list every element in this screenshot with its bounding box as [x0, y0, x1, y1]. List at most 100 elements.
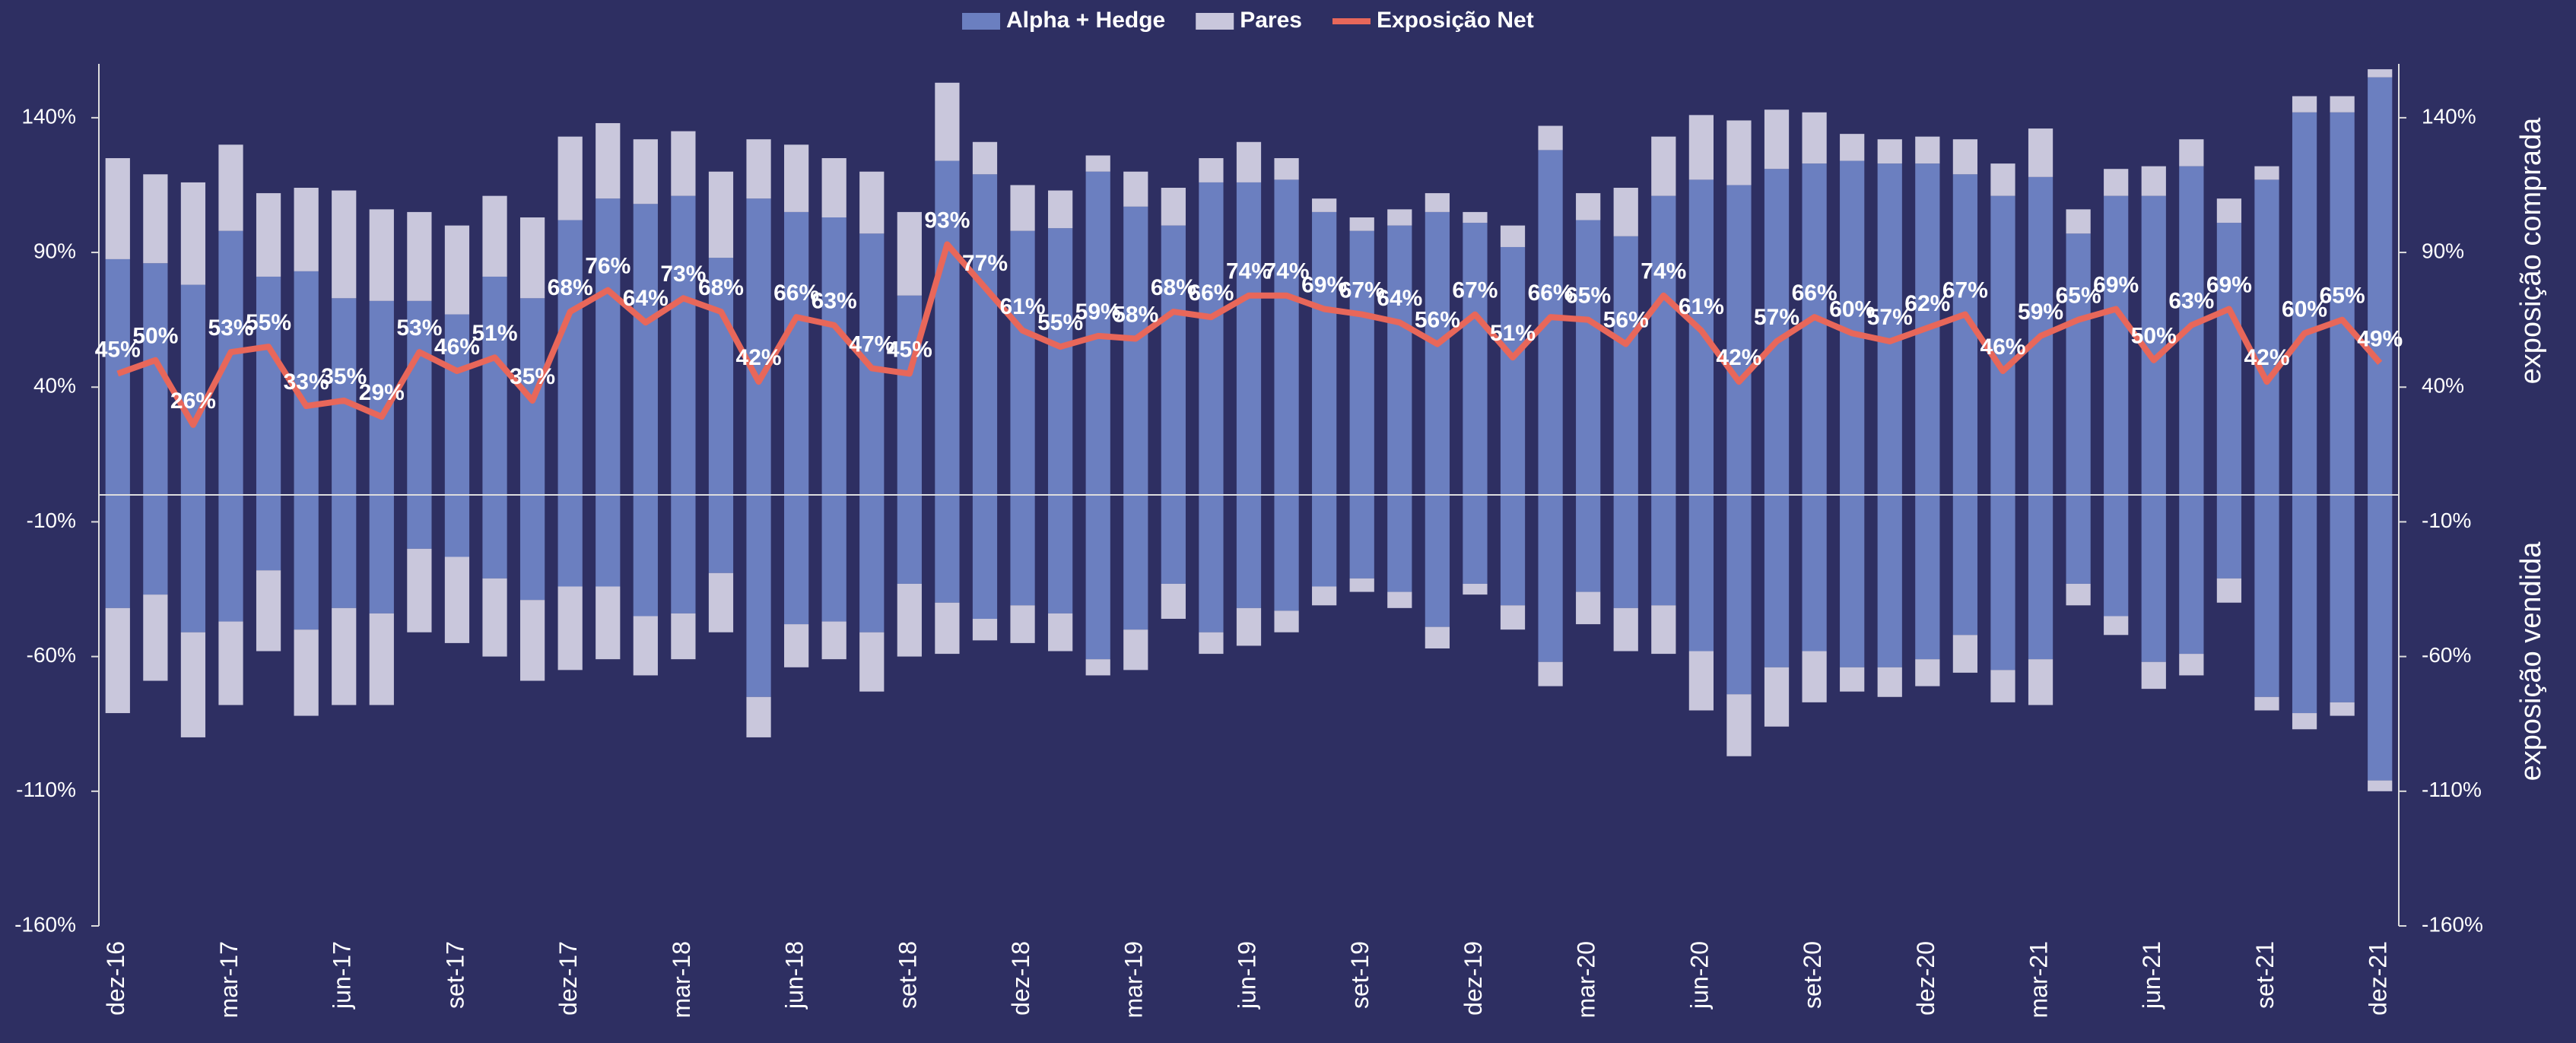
bar [2292, 96, 2317, 113]
data-label: 55% [246, 310, 291, 335]
x-tick-label: set-19 [1346, 941, 1374, 1009]
data-label: 56% [1603, 307, 1649, 332]
bar [1199, 182, 1224, 496]
bar [1010, 230, 1035, 495]
bar [1349, 495, 1374, 579]
y2-tick-label: 140% [2422, 104, 2476, 128]
x-tick-label: mar-21 [2025, 941, 2053, 1018]
bar [784, 624, 809, 667]
bar [1236, 495, 1262, 608]
bar [2066, 233, 2091, 495]
bar [1877, 495, 1902, 667]
bar [1123, 171, 1148, 207]
bar [633, 495, 658, 617]
bar [972, 141, 998, 175]
x-tick-label: dez-16 [102, 941, 129, 1016]
x-tick-label: set-21 [2251, 941, 2279, 1009]
bar [746, 198, 771, 495]
x-tick-label: dez-21 [2365, 941, 2392, 1016]
bar [143, 594, 168, 681]
bar [708, 495, 734, 573]
bar [332, 607, 357, 705]
data-label: 63% [2168, 289, 2214, 314]
x-tick-label: jun-21 [2138, 941, 2165, 1010]
data-label: 65% [1565, 284, 1611, 309]
bar [1764, 169, 1790, 496]
bar [1651, 605, 1676, 655]
bar [784, 211, 809, 495]
bar [1688, 495, 1714, 651]
bar [1688, 115, 1714, 180]
data-label: 64% [1377, 286, 1422, 311]
bar [1425, 626, 1450, 648]
data-label: 26% [170, 388, 216, 414]
bar [1274, 610, 1299, 632]
data-label: 51% [472, 321, 518, 346]
x-tick-label: set-18 [894, 941, 921, 1009]
x-tick-label: dez-19 [1460, 941, 1487, 1016]
bar [2028, 128, 2053, 177]
bar [897, 295, 922, 495]
data-label: 60% [1829, 296, 1875, 322]
bar [369, 613, 394, 705]
bar [972, 495, 998, 620]
data-label: 74% [1226, 259, 1272, 284]
data-label: 69% [2206, 272, 2252, 297]
data-label: 59% [2018, 300, 2063, 325]
bar [482, 195, 507, 277]
bar [2292, 112, 2317, 495]
bar [1312, 495, 1337, 587]
bar [1085, 155, 1110, 172]
bar [1538, 495, 1563, 662]
y2-title-top: exposição comprada [2515, 117, 2547, 385]
data-label: 67% [1452, 277, 1498, 303]
data-label: 57% [1867, 305, 1913, 330]
bar [1613, 495, 1638, 608]
bar [2028, 659, 2053, 705]
bar [1726, 120, 1752, 185]
bar [1123, 206, 1148, 495]
bar [1877, 667, 1902, 697]
data-label: 68% [698, 275, 744, 300]
bar [821, 217, 846, 495]
bar [1161, 495, 1186, 584]
bar [105, 158, 130, 259]
y-tick-label: -110% [16, 778, 76, 801]
y2-tick-label: 40% [2422, 374, 2464, 398]
bar [482, 578, 507, 657]
y-tick-label: 40% [33, 374, 76, 398]
x-tick-label: jun-19 [1233, 941, 1260, 1010]
bar [1538, 125, 1563, 151]
x-tick-label: set-17 [441, 941, 469, 1009]
x-tick-label: dez-17 [554, 941, 582, 1016]
bar [821, 495, 846, 622]
bar [1802, 651, 1827, 702]
bar [1349, 230, 1374, 495]
bar [369, 209, 394, 301]
data-label: 73% [660, 262, 706, 287]
bar [1500, 225, 1526, 247]
bar [1085, 495, 1110, 660]
bar [708, 572, 734, 632]
y2-title-bottom: exposição vendida [2515, 541, 2547, 781]
data-label: 76% [585, 254, 631, 279]
bar [2216, 495, 2242, 579]
bar [2368, 69, 2393, 78]
bar [1651, 136, 1676, 196]
bar [1048, 613, 1073, 651]
legend-label: Exposição Net [1377, 8, 1534, 33]
bar [1387, 225, 1412, 495]
bar [369, 495, 394, 613]
bar [2104, 616, 2129, 636]
bar [2254, 495, 2279, 697]
bar [1123, 629, 1148, 670]
bar [935, 160, 960, 495]
bar [1387, 495, 1412, 592]
bar [596, 495, 621, 587]
bar [1840, 667, 1865, 692]
bar [897, 211, 922, 296]
x-tick-label: jun-17 [329, 941, 356, 1010]
data-label: 68% [548, 275, 593, 300]
bar [143, 495, 168, 595]
bar [746, 696, 771, 737]
